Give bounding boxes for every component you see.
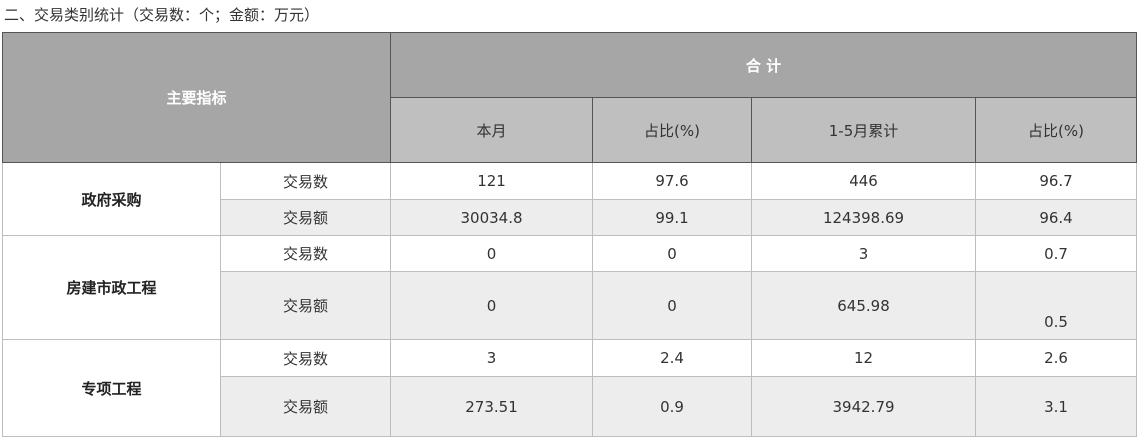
month-pct-value: 2.4 xyxy=(592,339,753,377)
cumulative-pct-value: 2.6 xyxy=(975,339,1138,377)
metric-label: 交易数 xyxy=(219,162,392,200)
month-pct-value: 0.9 xyxy=(592,376,753,437)
month-pct-value: 97.6 xyxy=(592,162,753,200)
table-row: 交易额 30034.8 99.1 124398.69 96.4 xyxy=(3,199,1138,236)
header-col-month: 本月 xyxy=(390,97,594,163)
table-row: 交易额 273.51 0.9 3942.79 3.1 xyxy=(3,376,1138,437)
header-col-month-pct: 占比(%) xyxy=(592,97,753,163)
table-row: 政府采购 交易数 121 97.6 446 96.7 xyxy=(2,162,1138,236)
table-row: 交易额 0 0 645.98 0.5 xyxy=(3,271,1138,340)
table-row: 房建市政工程 交易数 0 0 3 0.7 xyxy=(2,235,1138,340)
header-total: 合 计 xyxy=(390,32,1138,98)
cumulative-pct-value: 96.7 xyxy=(975,162,1138,200)
month-value: 121 xyxy=(390,162,594,200)
cumulative-value: 3 xyxy=(751,235,977,272)
cumulative-value: 12 xyxy=(751,339,977,377)
table-row: 专项工程 交易数 3 2.4 12 2.6 xyxy=(2,339,1138,437)
cumulative-value: 446 xyxy=(751,162,977,200)
metric-label: 交易额 xyxy=(219,271,392,340)
month-value: 3 xyxy=(390,339,594,377)
cumulative-pct-value: 0.5 xyxy=(975,271,1138,340)
month-value: 30034.8 xyxy=(390,199,594,236)
month-pct-value: 99.1 xyxy=(592,199,753,236)
cumulative-pct-value: 3.1 xyxy=(975,376,1138,437)
metric-label: 交易额 xyxy=(219,376,392,437)
month-pct-value: 0 xyxy=(592,271,753,340)
cumulative-value: 645.98 xyxy=(751,271,977,340)
category-label: 政府采购 xyxy=(2,162,221,236)
cumulative-pct-value: 96.4 xyxy=(975,199,1138,236)
cumulative-value: 124398.69 xyxy=(751,199,977,236)
metric-label: 交易数 xyxy=(219,339,392,377)
header-main-indicator: 主要指标 xyxy=(1,32,392,163)
metric-label: 交易额 xyxy=(219,199,392,236)
header-col-cumulative-pct: 占比(%) xyxy=(975,97,1138,163)
category-label: 专项工程 xyxy=(2,339,221,437)
header-col-cumulative: 1-5月累计 xyxy=(751,97,977,163)
month-value: 0 xyxy=(390,235,594,272)
month-value: 273.51 xyxy=(390,376,594,437)
month-pct-value: 0 xyxy=(592,235,753,272)
category-label: 房建市政工程 xyxy=(2,235,221,340)
cumulative-value: 3942.79 xyxy=(751,376,977,437)
month-value: 0 xyxy=(390,271,594,340)
metric-label: 交易数 xyxy=(219,235,392,272)
transaction-category-table: 主要指标 合 计 本月 占比(%) 1-5月累计 占比(%) 政府采购 交易数 … xyxy=(1,32,1138,437)
cumulative-pct-value: 0.7 xyxy=(975,235,1138,272)
table-caption: 二、交易类别统计（交易数：个；金额：万元） xyxy=(4,6,320,24)
